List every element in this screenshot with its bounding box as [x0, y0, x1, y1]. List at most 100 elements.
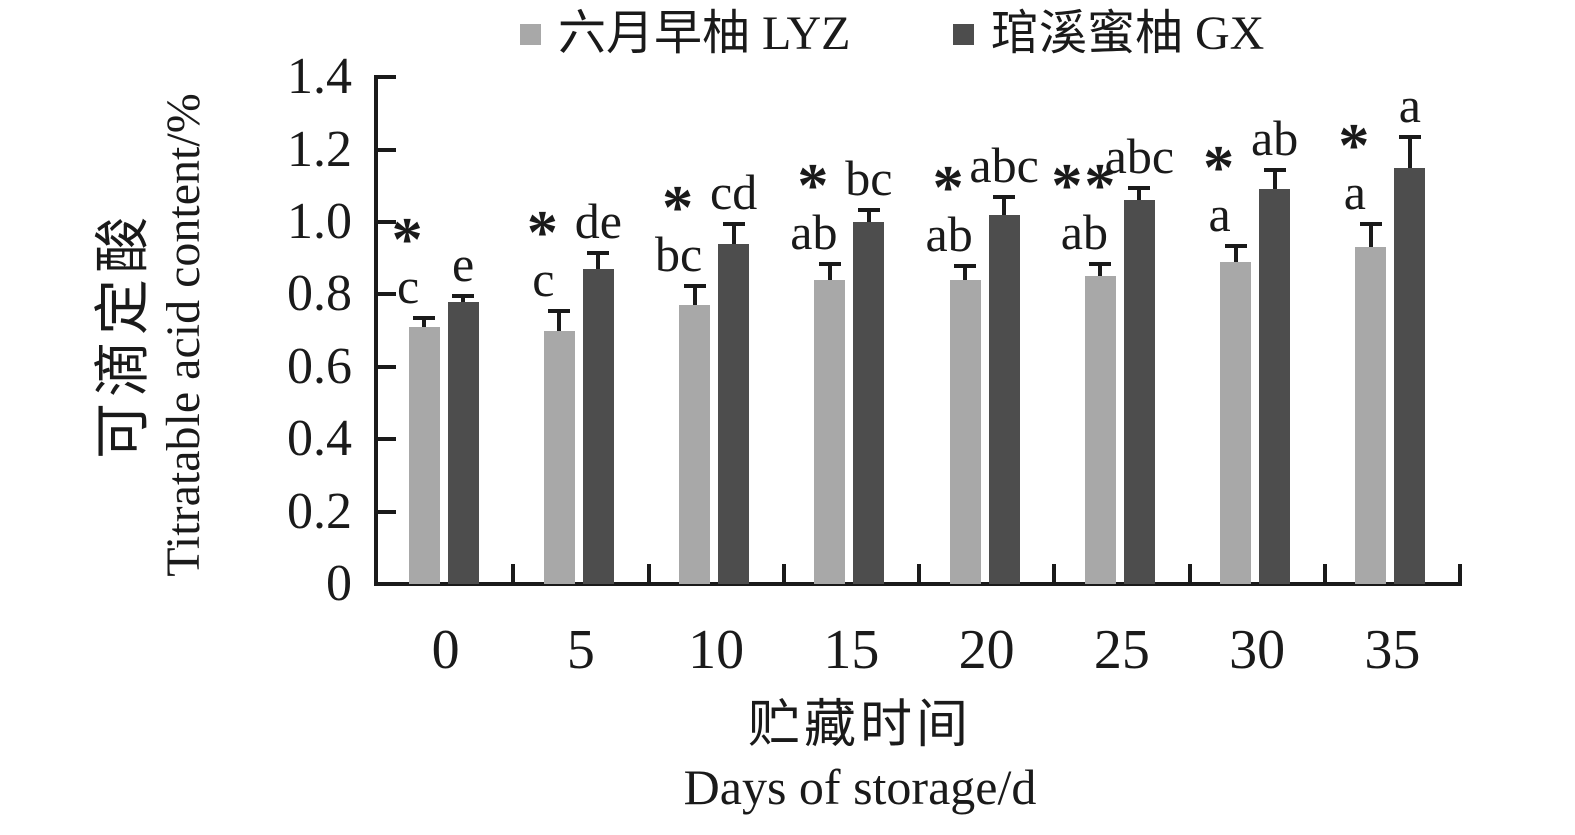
sig-letter-gx-d10: cd [710, 164, 758, 220]
error-bar-stem-gx-d0 [461, 298, 466, 302]
sig-star-d0: * [391, 206, 425, 275]
sig-annotation-gx-d20: abc [944, 136, 1064, 193]
error-bar-cap-lyz-d30 [1224, 243, 1247, 248]
x-tick-label-15: 15 [823, 619, 880, 681]
error-bar-stem-gx-d25 [1137, 189, 1142, 201]
y-tick-label-1.2: 1.2 [287, 120, 352, 178]
bar-gx-d15 [853, 222, 885, 584]
bar-lyz-d20 [949, 279, 981, 584]
error-bar-cap-gx-d35 [1398, 135, 1421, 140]
sig-annotation-lyz-d30: * a [1160, 133, 1280, 242]
error-bar-stem-lyz-d30 [1233, 247, 1238, 262]
legend-label-gx: 琯溪蜜柚 GX [991, 7, 1265, 60]
sig-letter-lyz-d30: a [1208, 185, 1231, 242]
sig-letter-lyz-d0: c [397, 258, 420, 315]
bar-gx-d5 [582, 269, 614, 584]
x-tick-30 [1322, 564, 1327, 582]
x-tick-label-0: 0 [431, 619, 460, 681]
sig-letter-lyz-d15: ab [790, 203, 838, 260]
error-bar-cap-gx-d0 [452, 294, 475, 299]
x-tick-20 [1052, 564, 1057, 582]
sig-letter-lyz-d25: ab [1060, 203, 1108, 260]
error-bar-stem-lyz-d15 [827, 265, 832, 280]
sig-annotation-gx-d15: bc [809, 149, 929, 206]
sig-annotation-gx-d0: e [403, 236, 523, 293]
legend-swatch-gx [953, 23, 974, 45]
sig-letter-lyz-d35: a [1343, 164, 1366, 220]
x-tick-label-10: 10 [688, 619, 745, 681]
error-bar-stem-lyz-d5 [557, 312, 562, 331]
legend-swatch-lyz [520, 23, 541, 45]
sig-letter-gx-d20: abc [969, 136, 1039, 193]
x-tick-15 [917, 564, 921, 582]
y-tick-0.4 [378, 437, 396, 442]
error-bar-stem-gx-d30 [1272, 171, 1277, 190]
error-bar-cap-gx-d25 [1128, 185, 1151, 190]
sig-star-d25: ** [1051, 151, 1118, 220]
bar-lyz-d35 [1355, 247, 1387, 584]
error-bar-cap-gx-d5 [587, 250, 610, 255]
x-tick-25 [1187, 564, 1192, 582]
bar-gx-d10 [718, 243, 750, 584]
sig-annotation-lyz-d20: * ab [889, 153, 1009, 262]
bar-lyz-d0 [408, 326, 440, 584]
sig-letter-lyz-d20: ab [925, 205, 973, 262]
y-tick-1.4 [378, 75, 396, 80]
x-tick-5 [646, 564, 651, 582]
bar-gx-d20 [988, 214, 1020, 584]
bar-gx-d35 [1394, 167, 1426, 584]
sig-star-d35: * [1338, 112, 1372, 180]
sig-letter-gx-d15: bc [845, 149, 893, 206]
error-bar-stem-lyz-d20 [963, 267, 968, 280]
sig-annotation-gx-d5: de [538, 192, 658, 249]
bar-lyz-d15 [814, 279, 846, 584]
error-bar-stem-lyz-d25 [1098, 265, 1103, 277]
sig-letter-gx-d5: de [574, 192, 622, 249]
sig-letter-lyz-d5: c [532, 250, 555, 307]
error-bar-cap-lyz-d10 [683, 283, 706, 288]
y-tick-0.2 [378, 509, 396, 514]
y-tick-0.8 [378, 292, 396, 297]
sig-letter-gx-d30: ab [1251, 109, 1299, 166]
bar-lyz-d10 [679, 305, 711, 584]
sig-annotation-lyz-d25: ** ab [1024, 151, 1144, 260]
sig-star-d10: * [662, 173, 696, 242]
x-tick-10 [781, 564, 786, 582]
error-bar-stem-lyz-d10 [692, 287, 697, 306]
sig-star-d30: * [1203, 133, 1237, 202]
error-bar-stem-gx-d5 [596, 254, 601, 270]
x-axis-title-zh: 贮藏时间 [747, 697, 972, 754]
error-bar-cap-gx-d30 [1263, 167, 1286, 172]
error-bar-stem-lyz-d35 [1368, 226, 1373, 248]
error-bar-stem-lyz-d0 [422, 320, 427, 327]
error-bar-cap-lyz-d5 [548, 308, 571, 313]
sig-letter-lyz-d10: bc [655, 225, 703, 282]
sig-annotation-lyz-d5: * c [483, 202, 603, 307]
sig-letter-gx-d25: abc [1104, 127, 1175, 184]
bar-gx-d0 [447, 301, 479, 584]
error-bar-cap-lyz-d20 [954, 263, 977, 268]
error-bar-stem-gx-d10 [731, 226, 736, 244]
error-bar-cap-lyz-d0 [413, 316, 436, 321]
legend-label-lyz: 六月早柚 LYZ [558, 7, 851, 60]
sig-letter-gx-d0: e [452, 236, 475, 293]
y-tick-label-0.2: 0.2 [287, 482, 352, 540]
sig-annotation-lyz-d15: * ab [754, 155, 874, 260]
sig-annotation-gx-d25: abc [1079, 127, 1199, 184]
sig-annotation-lyz-d10: * bc [619, 173, 739, 282]
bar-lyz-d30 [1220, 261, 1252, 584]
sig-star-d20: * [932, 153, 966, 222]
y-tick-label-1.0: 1.0 [287, 193, 352, 250]
y-axis-title: 可滴定酸 Titratable acid content/% [92, 93, 212, 576]
y-tick-label-0.8: 0.8 [287, 265, 352, 323]
error-bar-cap-lyz-d35 [1359, 222, 1382, 226]
x-tick-label-20: 20 [958, 619, 1015, 681]
bar-gx-d25 [1123, 200, 1155, 584]
bar-gx-d30 [1259, 189, 1291, 584]
sig-annotation-gx-d10: cd [674, 164, 794, 220]
error-bar-stem-gx-d15 [866, 211, 871, 222]
y-tick-0.6 [378, 364, 396, 369]
sig-annotation-gx-d30: ab [1215, 109, 1335, 166]
error-bar-cap-lyz-d15 [818, 261, 841, 266]
